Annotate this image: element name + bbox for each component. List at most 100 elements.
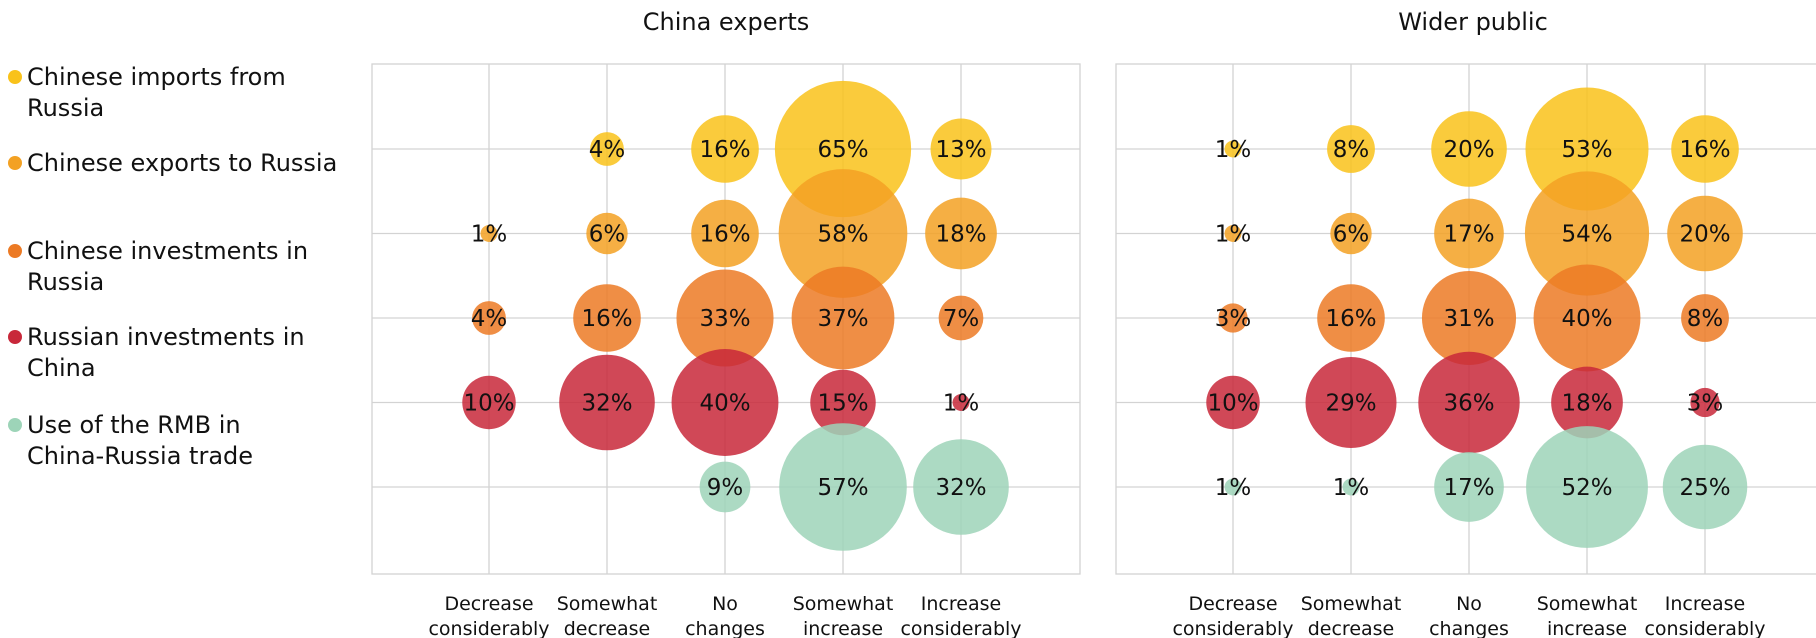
x-tick-label: increase [803, 618, 883, 638]
x-tick-label: Somewhat [793, 593, 894, 615]
x-tick-label: No [712, 593, 738, 615]
data-label: 7% [943, 306, 980, 332]
x-tick-label: Somewhat [1537, 593, 1638, 615]
data-label: 3% [1687, 391, 1724, 417]
data-label: 16% [1679, 137, 1730, 163]
legend-item-chinese-exports-to-russia: Chinese exports to Russia [8, 148, 337, 179]
bubble-chinese-exports-to-russia-somewhat-increase [1524, 171, 1650, 296]
x-tick-label: Somewhat [557, 593, 658, 615]
legend-item-chinese-investments-in-russia: Chinese investments in Russia [8, 236, 308, 298]
legend-swatch [8, 330, 22, 344]
legend-item-russian-investments-in-china: Russian investments in China [8, 322, 305, 384]
x-tick-label: Increase [921, 593, 1001, 615]
x-tick-label: decrease [1308, 618, 1395, 638]
data-label: 33% [699, 306, 750, 332]
data-label: 4% [589, 137, 626, 163]
bubble-russian-investments-in-china-decrease-considerably [1206, 375, 1260, 430]
x-tick-label: changes [685, 618, 765, 638]
x-tick-label: considerably [428, 618, 549, 638]
plot-frame [371, 63, 1081, 575]
bubble-chinese-imports-from-russia-decrease-considerably [1224, 140, 1242, 158]
bubble-use-of-the-rmb-in-china-russia-trade-no-changes [1434, 452, 1504, 522]
data-label: 4% [471, 306, 508, 332]
data-label: 6% [1333, 222, 1370, 248]
data-label: 16% [699, 137, 750, 163]
data-label: 15% [817, 391, 868, 417]
bubble-chinese-exports-to-russia-increase-considerably [925, 197, 997, 270]
x-tick-label: Decrease [1188, 593, 1277, 615]
panel-title: China experts [643, 8, 810, 36]
data-label: 29% [1325, 391, 1376, 417]
data-label: 18% [1561, 391, 1612, 417]
legend-item-chinese-imports-from-russia: Chinese imports from Russia [8, 62, 286, 124]
bubble-chinese-investments-in-russia-increase-considerably [1681, 294, 1729, 342]
panel-title: Wider public [1398, 8, 1548, 36]
data-label: 32% [581, 391, 632, 417]
bubble-chinese-investments-in-russia-no-changes [1421, 270, 1517, 366]
bubble-chinese-investments-in-russia-increase-considerably [938, 295, 984, 341]
data-label: 31% [1443, 306, 1494, 332]
data-label: 25% [1679, 475, 1730, 501]
data-label: 18% [935, 222, 986, 248]
legend-label: Use of the RMB in China-Russia trade [27, 411, 254, 470]
x-tick-label: Decrease [444, 593, 533, 615]
x-tick-label: No [1456, 593, 1482, 615]
data-label: 1% [1333, 475, 1370, 501]
data-label: 1% [1215, 137, 1252, 163]
legend-swatch [8, 244, 22, 258]
bubble-chinese-exports-to-russia-increase-considerably [1667, 195, 1743, 272]
panel-wider-public: Wider public 1% 8% 20% 53% 16% 1% 6% 17% 54% 20% 3%… [1115, 8, 1816, 638]
bubble-chinese-investments-in-russia-decrease-considerably [472, 301, 506, 335]
x-axis-tick-labels: Decrease considerably Somewhat decrease No ch… [1172, 593, 1765, 638]
bubble-chinese-imports-from-russia-somewhat-decrease [1327, 125, 1375, 173]
bubble-chinese-exports-to-russia-decrease-considerably [1224, 225, 1242, 242]
bubble-chinese-investments-in-russia-somewhat-decrease [1317, 284, 1385, 352]
bubble-russian-investments-in-china-somewhat-decrease [559, 354, 655, 451]
data-label: 58% [817, 222, 868, 248]
bubble-russian-investments-in-china-somewhat-increase [1551, 366, 1623, 439]
bubbles [462, 80, 1009, 551]
bubble-chinese-imports-from-russia-no-changes [1431, 111, 1507, 187]
plot-frame [1115, 63, 1816, 575]
x-tick-label: considerably [1644, 618, 1765, 638]
data-label: 17% [1443, 222, 1494, 248]
bubble-chinese-exports-to-russia-somewhat-decrease [1330, 212, 1372, 255]
data-labels: 4% 16% 65% 13% 1% 6% 16% 58% 18% 4% 16% 33% 37% 7% 10%… [463, 137, 986, 501]
legend-item-use-of-the-rmb-in-china-russia-trade: Use of the RMB in China-Russia trade [8, 410, 253, 472]
panel-china-experts: China experts 4% 16% 65% 13% 1% 6% 16% 58% 18% 4% 1… [371, 8, 1081, 638]
data-label: 37% [817, 306, 868, 332]
x-tick-label: increase [1547, 618, 1627, 638]
data-label: 57% [817, 475, 868, 501]
data-label: 1% [1215, 222, 1252, 248]
bubble-use-of-the-rmb-in-china-russia-trade-somewhat-increase [1526, 426, 1648, 548]
data-label: 20% [1443, 137, 1494, 163]
data-label: 10% [1207, 391, 1258, 417]
bubble-russian-investments-in-china-increase-considerably [952, 394, 970, 411]
bubble-use-of-the-rmb-in-china-russia-trade-decrease-considerably [1224, 478, 1242, 496]
data-label: 1% [1215, 475, 1252, 501]
data-label: 8% [1687, 306, 1724, 332]
x-tick-label: considerably [1172, 618, 1293, 638]
legend-swatch [8, 70, 22, 84]
bubble-chinese-exports-to-russia-no-changes [1434, 198, 1504, 269]
data-label: 32% [935, 475, 986, 501]
bubble-chinese-exports-to-russia-no-changes [691, 199, 759, 268]
bubble-chinese-exports-to-russia-somewhat-increase [778, 169, 908, 298]
x-axis-tick-labels: Decrease considerably Somewhat decrease No ch… [428, 593, 1021, 638]
bubble-chinese-investments-in-russia-somewhat-increase [791, 266, 895, 370]
legend-label: Chinese investments in Russia [27, 237, 309, 296]
bubble-chinese-exports-to-russia-decrease-considerably [480, 225, 498, 242]
bubble-use-of-the-rmb-in-china-russia-trade-no-changes [699, 461, 751, 513]
data-label: 40% [1561, 306, 1612, 332]
bubble-use-of-the-rmb-in-china-russia-trade-somewhat-decrease [1342, 478, 1360, 496]
bubble-use-of-the-rmb-in-china-russia-trade-increase-considerably [1662, 444, 1748, 530]
bubble-use-of-the-rmb-in-china-russia-trade-somewhat-increase [779, 423, 907, 551]
bubble-russian-investments-in-china-no-changes [1418, 351, 1520, 454]
data-label: 3% [1215, 306, 1252, 332]
legend-label: Chinese exports to Russia [27, 149, 338, 177]
bubble-chinese-exports-to-russia-somewhat-decrease [586, 212, 628, 255]
bubble-chinese-investments-in-russia-no-changes [676, 269, 774, 367]
bubble-chinese-imports-from-russia-no-changes [691, 115, 759, 183]
data-label: 53% [1561, 137, 1612, 163]
bubble-use-of-the-rmb-in-china-russia-trade-increase-considerably [913, 439, 1009, 535]
